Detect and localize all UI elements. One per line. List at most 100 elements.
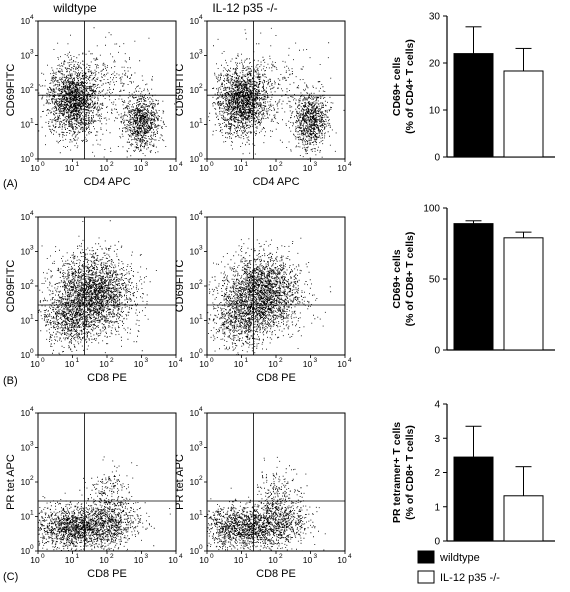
y-tick-label: 10 (21, 16, 31, 26)
bar-chart-a: 0 10 20 30 CD69+ cells (% of CD4+ T cells) (391, 12, 555, 164)
y-tick-label: 10 (21, 247, 31, 257)
x-tick-label: 10 (199, 555, 209, 565)
flow-y-axis-label: CD69FITC (5, 260, 17, 313)
y-tick-label: 10 (21, 212, 31, 222)
x-tick-exponent: 2 (110, 161, 114, 168)
flow-plot-frame (37, 412, 177, 552)
y-tick-exponent: 3 (30, 441, 34, 448)
panel-label-c: (C) (3, 571, 18, 583)
flow-x-axis-label: CD8 PE (87, 372, 127, 384)
flow-y-axis-label: PR tet APC (5, 454, 17, 510)
y-tick-label: 10 (21, 477, 31, 487)
x-tick-exponent: 0 (210, 357, 214, 364)
x-tick-exponent: 4 (179, 553, 183, 560)
y-tick-label: 4 (434, 400, 440, 411)
x-tick-exponent: 4 (348, 357, 352, 364)
y-tick-label: 10 (190, 281, 200, 291)
y-tick-label: 10 (190, 512, 200, 522)
y-tick-label: 20 (429, 59, 441, 70)
flow-plot-frame (206, 20, 346, 160)
flow-dots (38, 220, 157, 355)
x-tick-label: 10 (65, 359, 75, 369)
bar-y-axis-label: CD69+ cells (391, 249, 403, 308)
x-tick-label: 10 (65, 555, 75, 565)
x-tick-exponent: 3 (314, 357, 318, 364)
x-tick-exponent: 3 (145, 357, 149, 364)
x-tick-exponent: 1 (76, 553, 80, 560)
y-tick-label: 10 (21, 85, 31, 95)
y-tick-exponent: 0 (199, 348, 203, 355)
x-tick-label: 10 (168, 555, 178, 565)
y-tick-label: 10 (21, 120, 31, 130)
x-tick-exponent: 1 (245, 553, 249, 560)
x-tick-exponent: 0 (41, 357, 45, 364)
y-tick-exponent: 3 (199, 49, 203, 56)
flow-y-axis-label: CD69FITC (174, 64, 186, 117)
y-tick-exponent: 1 (199, 510, 203, 517)
x-tick-label: 10 (99, 555, 109, 565)
y-tick-label: 30 (429, 12, 441, 23)
y-tick-exponent: 0 (30, 544, 34, 551)
y-tick-exponent: 3 (30, 245, 34, 252)
flow-dots (38, 456, 171, 552)
y-tick-exponent: 0 (199, 152, 203, 159)
y-tick-label: 0 (434, 153, 440, 164)
y-tick-label: 10 (190, 546, 200, 556)
y-tick-exponent: 3 (199, 441, 203, 448)
x-tick-exponent: 4 (348, 161, 352, 168)
y-tick-exponent: 0 (30, 348, 34, 355)
y-tick-exponent: 2 (199, 279, 203, 286)
legend-label-wildtype: wildtype (439, 552, 480, 564)
flow-y-axis-label: CD69FITC (5, 64, 17, 117)
y-tick-exponent: 2 (199, 83, 203, 90)
y-tick-label: 10 (190, 443, 200, 453)
y-tick-label: 10 (190, 247, 200, 257)
x-tick-label: 10 (337, 163, 347, 173)
y-tick-label: 1 (434, 502, 440, 513)
x-tick-exponent: 3 (314, 161, 318, 168)
y-tick-label: 10 (190, 16, 200, 26)
legend-swatch-knockout (417, 570, 435, 584)
bar-knockout (503, 237, 544, 351)
y-tick-label: 10 (190, 120, 200, 130)
x-tick-exponent: 3 (314, 553, 318, 560)
x-tick-exponent: 1 (245, 357, 249, 364)
y-tick-label: 10 (21, 316, 31, 326)
legend-swatch-wildtype (417, 550, 435, 564)
x-tick-exponent: 1 (76, 357, 80, 364)
y-tick-label: 10 (190, 316, 200, 326)
x-tick-exponent: 4 (179, 357, 183, 364)
x-tick-label: 10 (99, 163, 109, 173)
y-tick-label: 0 (434, 346, 440, 357)
x-tick-exponent: 2 (279, 161, 283, 168)
bar-y-axis-label-2: (% of CD8+ T cells) (404, 425, 416, 520)
y-tick-exponent: 4 (199, 406, 203, 413)
x-tick-exponent: 0 (41, 553, 45, 560)
flow-dots (207, 456, 326, 552)
bar-chart-b: 0 50 100 CD69+ cells (% of CD8+ T cells) (391, 204, 555, 357)
x-tick-label: 10 (303, 555, 313, 565)
bar-y-axis-label-2: (% of CD4+ T cells) (404, 39, 416, 134)
y-tick-label: 10 (190, 154, 200, 164)
y-tick-exponent: 2 (30, 83, 34, 90)
y-tick-label: 10 (21, 443, 31, 453)
y-tick-label: 3 (434, 434, 440, 445)
x-tick-label: 10 (30, 163, 40, 173)
bar-wildtype (453, 456, 494, 542)
flow-x-axis-label: CD4 APC (252, 176, 299, 188)
y-tick-label: 10 (21, 408, 31, 418)
header-wildtype: wildtype (52, 1, 97, 15)
x-tick-exponent: 0 (210, 161, 214, 168)
x-tick-exponent: 2 (110, 553, 114, 560)
legend: wildtype IL-12 p35 -/- (417, 550, 500, 584)
flow-dots (208, 27, 345, 160)
header-knockout: IL-12 p35 -/- (212, 1, 277, 15)
y-tick-exponent: 2 (199, 475, 203, 482)
